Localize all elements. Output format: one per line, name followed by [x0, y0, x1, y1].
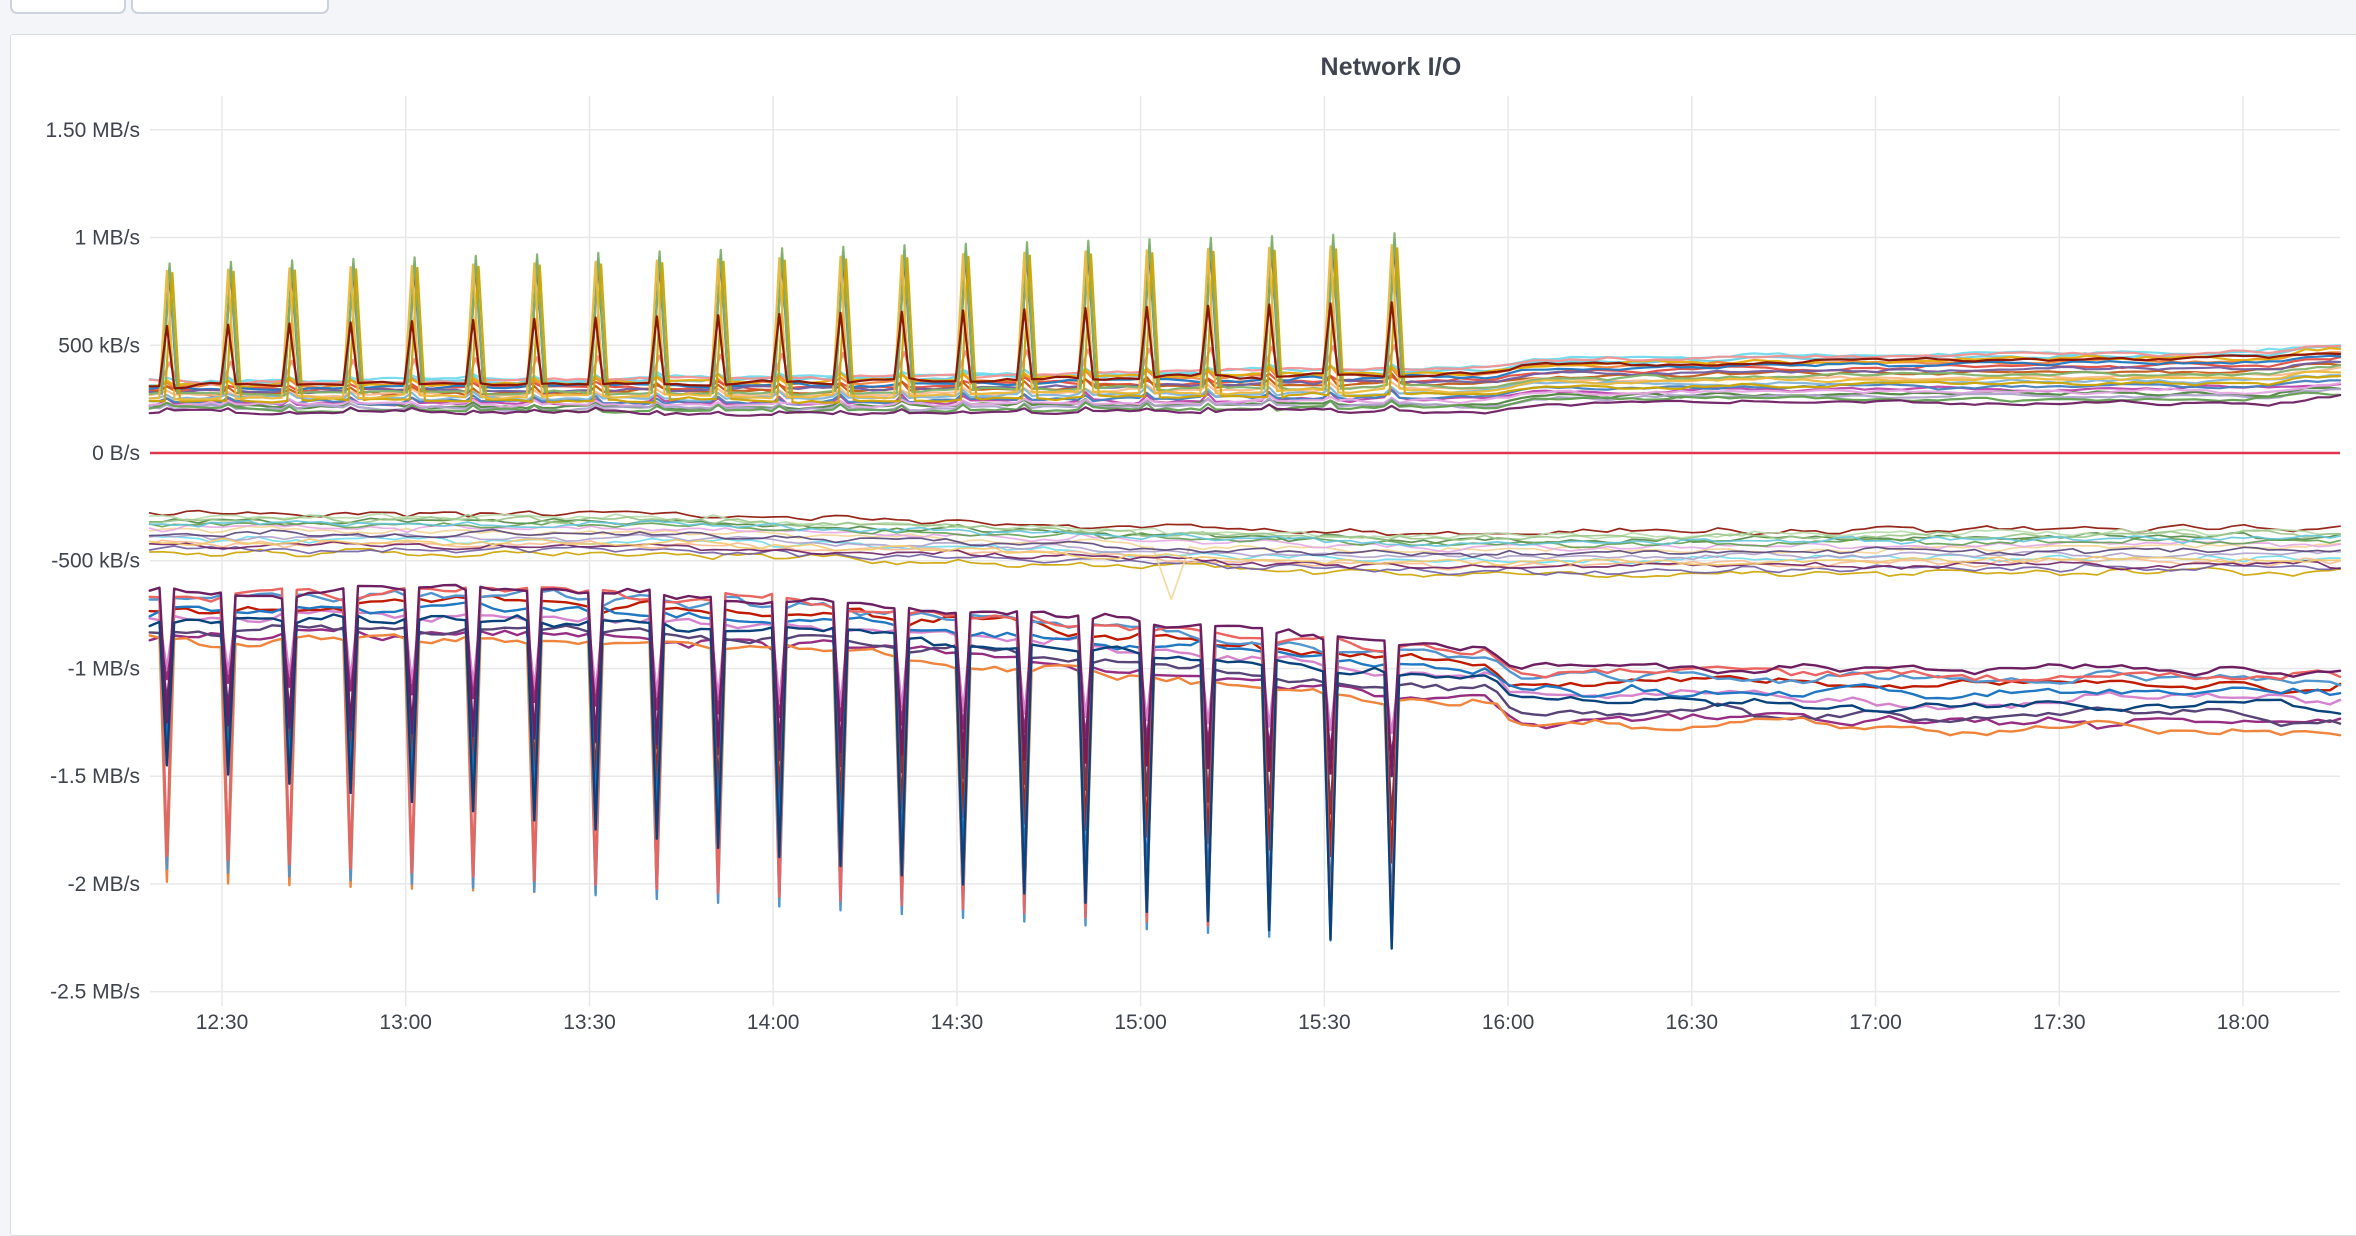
series-group-network-transmit-high	[148, 583, 2342, 950]
axis-labels: 1.50 MB/s 1 MB/s 500 kB/s 0 B/s -500 kB/s -1 …	[45, 119, 2269, 1034]
y-tick-label: -2 MB/s	[68, 873, 140, 896]
series-line	[148, 244, 2342, 401]
x-tick-label: 13:30	[563, 1011, 616, 1034]
series-line	[148, 301, 2342, 390]
series-line	[148, 528, 2341, 559]
series-line	[148, 517, 2341, 546]
series-line	[148, 537, 2341, 567]
series-line	[148, 545, 2341, 576]
series-group-network-transmit-low	[148, 509, 2341, 601]
x-tick-label: 15:00	[1114, 1011, 1167, 1034]
x-tick-label: 17:30	[2033, 1011, 2086, 1034]
network-io-chart[interactable]: 1.50 MB/s 1 MB/s 500 kB/s 0 B/s -500 kB/s -1 …	[0, 0, 2356, 1044]
series-line	[148, 382, 2342, 409]
series-line	[148, 613, 2342, 950]
series-line	[148, 609, 2342, 735]
series-line	[148, 394, 2342, 417]
y-tick-label: 1.50 MB/s	[45, 119, 140, 142]
network-io-panel: Network I/O	[10, 34, 2356, 1236]
series-line	[148, 633, 2342, 918]
dashboard-variable-input-left[interactable]	[10, 0, 126, 14]
series-line	[148, 388, 2342, 412]
series-line	[148, 533, 2341, 561]
panel-title: Network I/O	[1320, 53, 1462, 81]
series-group-network-receive	[148, 232, 2342, 417]
x-tick-label: 14:30	[931, 1011, 984, 1034]
series-line	[148, 379, 2342, 406]
series-line	[148, 626, 2342, 756]
y-tick-label: -1.5 MB/s	[50, 765, 140, 788]
series-line	[148, 583, 2342, 778]
series-line	[148, 540, 2341, 571]
series-line	[148, 624, 2342, 821]
x-tick-label: 16:30	[1666, 1011, 1719, 1034]
y-tick-label: -2.5 MB/s	[50, 981, 140, 1004]
y-tick-label: -1 MB/s	[68, 658, 140, 681]
y-tick-label: -500 kB/s	[51, 550, 140, 573]
series-line	[148, 519, 2341, 548]
y-tick-label: 1 MB/s	[75, 227, 140, 250]
series-line	[148, 513, 2341, 542]
series-line	[148, 344, 2342, 386]
series-line	[148, 247, 2342, 405]
series-line	[148, 520, 2341, 549]
y-tick-label: 0 B/s	[92, 442, 140, 465]
series-line	[148, 391, 2342, 414]
x-tick-label: 17:00	[1849, 1011, 1902, 1034]
series-line	[148, 386, 2342, 411]
x-tick-label: 16:00	[1482, 1011, 1535, 1034]
y-tick-label: 500 kB/s	[58, 334, 140, 357]
grid	[150, 96, 2340, 1006]
x-tick-label: 15:30	[1298, 1011, 1351, 1034]
x-tick-label: 18:00	[2217, 1011, 2270, 1034]
dashboard-variable-input-right[interactable]	[131, 0, 329, 14]
series-line	[148, 509, 2341, 536]
x-tick-label: 14:00	[747, 1011, 800, 1034]
x-tick-label: 13:00	[379, 1011, 432, 1034]
x-tick-label: 12:30	[196, 1011, 249, 1034]
series-line	[148, 539, 2341, 571]
series-line	[148, 601, 2342, 918]
